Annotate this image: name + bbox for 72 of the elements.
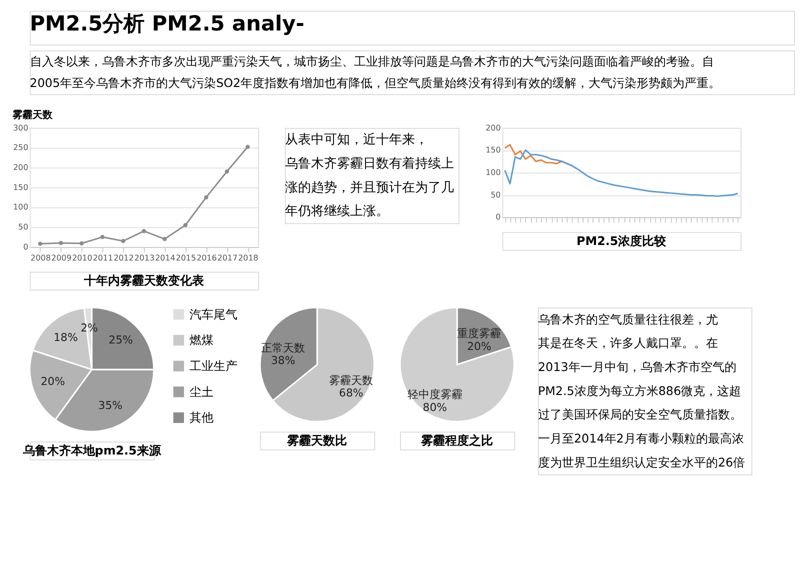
- point: [204, 195, 208, 200]
- x-tick-label: 2012: [114, 253, 134, 262]
- y-tick-label: 250: [13, 143, 28, 152]
- data-label: 2%: [80, 322, 98, 335]
- text: 雾霾程度之比: [420, 433, 494, 448]
- x-tick-label: 2017: [217, 253, 238, 262]
- legend-label: 其他: [190, 410, 214, 425]
- text: 十年内雾霾天数变化表: [82, 274, 205, 288]
- x-tick-label: 2011: [92, 253, 114, 262]
- legend-label: 尘土: [190, 384, 214, 399]
- y-tick-label: 100: [486, 168, 501, 177]
- x-tick-label: 2018: [238, 253, 258, 262]
- y-tick-label: 200: [486, 123, 501, 132]
- slice-label: 雾霾天数: [329, 374, 374, 387]
- legend-label: 工业生产: [190, 359, 238, 374]
- slice-label: 轻中度雾霾: [407, 388, 462, 402]
- x-tick-label: 2013: [134, 253, 155, 262]
- data-label: 18%: [54, 330, 78, 344]
- x-tick-label: 2014: [155, 253, 176, 262]
- data-label: 35%: [98, 398, 123, 412]
- chart-title: 雾霾天数: [12, 108, 54, 121]
- point: [162, 236, 167, 242]
- text: PM2.5浓度为每立方米886微克，这超: [538, 384, 742, 398]
- data-label: 38%: [270, 354, 296, 368]
- y-tick-label: 150: [13, 182, 28, 192]
- text: 2005年至今乌鲁木齐市的大气污染SO2年度指数有增加也有降低，但空气质量始终没有得到有效的缓解，大气污染形势颇为严重。: [30, 76, 721, 90]
- data-label: 25%: [108, 334, 133, 347]
- point: [38, 242, 42, 246]
- data-label: 68%: [339, 386, 364, 400]
- point: [58, 240, 64, 246]
- text: 从表中可知，近十年来，: [284, 132, 428, 148]
- text: 乌鲁木齐雾霾日数有着持续上: [284, 156, 454, 172]
- y-tick-label: 300: [13, 123, 28, 132]
- text: 度为世界卫生组织认定安全水平的26倍: [538, 455, 746, 470]
- legend-label: 汽车尾气: [190, 307, 238, 322]
- text: 自入冬以来，乌鲁木齐市多次出现严重污染天气，城市扬尘、工业排放等问题是乌鲁木齐市的大气污染问题面临着严峻的考验。自: [30, 54, 714, 68]
- point: [121, 238, 126, 244]
- x-tick-label: 2015: [176, 253, 196, 262]
- text: 乌鲁木齐的空气质量往往很差，尤: [538, 312, 718, 326]
- data-label: 20%: [40, 375, 65, 388]
- point: [224, 169, 230, 174]
- text: PM2.5浓度比较: [576, 234, 668, 248]
- x-tick-label: 2009: [51, 253, 72, 262]
- y-tick-label: 50: [490, 190, 501, 200]
- y-tick-label: 0: [496, 212, 501, 222]
- data-label: 20%: [467, 340, 492, 353]
- y-tick-label: 150: [486, 146, 501, 155]
- point: [246, 144, 250, 150]
- legend-label: 燃煤: [190, 333, 214, 348]
- y-tick-label: 100: [13, 202, 28, 212]
- text: 其是在冬天，许多人戴口罩。。在: [538, 336, 718, 350]
- x-tick-label: 2008: [30, 253, 51, 262]
- point: [142, 228, 146, 234]
- point: [100, 234, 105, 240]
- text: 一月至2014年2月有毒小颗粒的最高浓: [538, 431, 744, 446]
- y-tick-label: 0: [23, 242, 28, 252]
- y-tick-label: 50: [18, 222, 28, 232]
- point: [80, 241, 84, 246]
- text: 乌鲁木齐本地pm2.5来源: [22, 443, 162, 458]
- x-tick-label: 2010: [72, 253, 92, 262]
- y-tick-label: 200: [13, 163, 28, 172]
- text: 雾霾天数比: [286, 433, 348, 448]
- text: 涨的趋势，并且预计在为了几: [284, 180, 454, 196]
- text: 2013年一月中旬，乌鲁木齐市空气的: [538, 360, 736, 374]
- x-tick-label: 2016: [196, 253, 217, 262]
- pie-slice: [399, 306, 515, 422]
- text: 过了美国环保局的安全空气质量指数。: [538, 408, 742, 422]
- data-label: 80%: [422, 400, 448, 414]
- point: [183, 223, 188, 228]
- text: 年仍将继续上涨。: [284, 204, 389, 220]
- line-series: [504, 149, 739, 197]
- text: PM2.5分析 PM2.5 analy-: [30, 12, 304, 36]
